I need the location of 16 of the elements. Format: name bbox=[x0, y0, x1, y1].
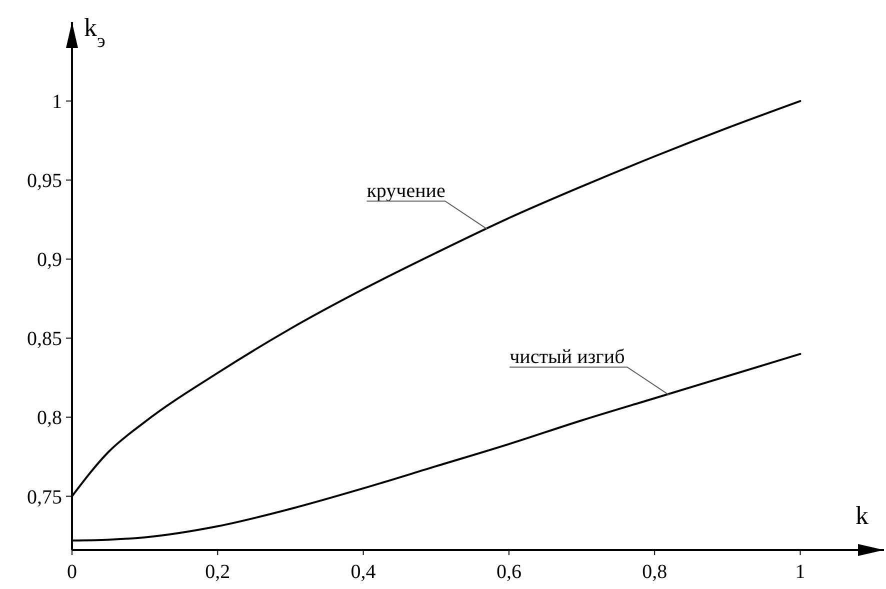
x-tick-label: 0,2 bbox=[205, 561, 230, 583]
y-tick-label: 0,95 bbox=[27, 170, 62, 192]
y-tick-label: 0,8 bbox=[37, 407, 62, 430]
x-axis-title: k bbox=[856, 501, 868, 530]
annotation: чистый изгиб bbox=[510, 346, 625, 368]
y-tick-label: 0,85 bbox=[27, 328, 62, 350]
annotation: кручение bbox=[366, 180, 446, 202]
y-tick-label: 0,9 bbox=[37, 249, 62, 272]
x-tick-label: 0 bbox=[67, 561, 77, 583]
x-tick-label: 0,6 bbox=[496, 561, 522, 583]
x-tick-label: 0,8 bbox=[642, 561, 668, 583]
x-tick-label: 1 bbox=[795, 561, 806, 583]
y-axis-title: k$_{э}$ bbox=[84, 13, 106, 52]
y-tick-label: 1 bbox=[52, 91, 62, 114]
x-tick-label: 0,4 bbox=[350, 561, 376, 583]
y-tick-label: 0,75 bbox=[27, 486, 62, 508]
